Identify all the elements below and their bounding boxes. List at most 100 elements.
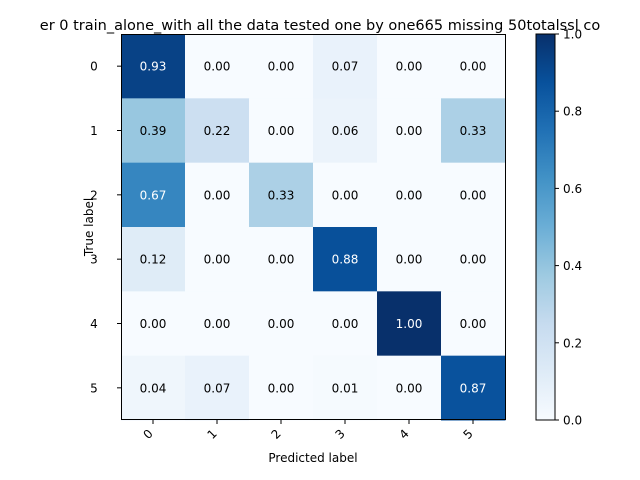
heatmap-cell	[313, 162, 378, 228]
cell-value-label: 0.00	[268, 124, 295, 138]
heatmap-cell	[121, 98, 186, 164]
cell-value-label: 0.00	[332, 317, 359, 331]
heatmap-cell	[185, 162, 250, 228]
cell-value-label: 0.00	[396, 381, 423, 395]
heatmap-cell	[121, 291, 186, 357]
x-tick-label: 2	[269, 427, 284, 442]
heatmap-cell	[185, 34, 250, 99]
y-tick-label: 5	[90, 381, 98, 395]
heatmap-cell	[249, 227, 314, 292]
y-tick-label: 2	[90, 188, 98, 202]
heatmap-cell	[441, 355, 506, 421]
heatmap-cell	[249, 355, 314, 421]
colorbar	[535, 33, 556, 421]
heatmap-cell	[377, 291, 442, 357]
heatmap-cell	[313, 291, 378, 357]
cell-value-label: 0.22	[204, 124, 231, 138]
cell-value-label: 0.00	[204, 60, 231, 74]
heatmap-cell	[121, 227, 186, 292]
heatmap-cell	[121, 162, 186, 228]
x-tick-label: 5	[461, 427, 476, 442]
cell-value-label: 0.00	[396, 188, 423, 202]
heatmap-cell	[121, 34, 186, 99]
heatmap-cell	[377, 34, 442, 99]
cell-value-label: 0.00	[204, 188, 231, 202]
cell-value-label: 0.33	[460, 124, 487, 138]
y-tick-label: 3	[90, 253, 98, 267]
cell-value-label: 1.00	[396, 317, 423, 331]
heatmap-cell	[441, 162, 506, 228]
y-axis-ticks: 0 1 2 3 4 5	[90, 60, 121, 395]
heatmap-cell	[121, 355, 186, 421]
heatmap-cell	[441, 227, 506, 292]
cell-value-label: 0.00	[396, 124, 423, 138]
cell-value-label: 0.04	[140, 381, 167, 395]
heatmap-cell	[249, 98, 314, 164]
cell-value-label: 0.87	[460, 381, 487, 395]
heatmap-cell	[313, 227, 378, 292]
y-tick-label: 4	[90, 317, 98, 331]
colorbar-tick-label: 0.2	[563, 336, 582, 350]
colorbar-tick-label: 0.0	[563, 414, 582, 428]
heatmap-cell	[441, 291, 506, 357]
cell-value-label: 0.00	[204, 253, 231, 267]
heatmap-cell	[377, 355, 442, 421]
cell-value-label: 0.06	[332, 124, 359, 138]
cell-value-label: 0.67	[140, 188, 167, 202]
x-tick-label: 0	[141, 427, 156, 442]
colorbar-ticks: 0.0 0.2 0.4 0.6 0.8 1.0	[555, 28, 582, 428]
plot-frame	[121, 34, 506, 420]
heatmap-cell	[185, 227, 250, 292]
heatmap-cell	[377, 98, 442, 164]
cell-value-label: 0.00	[396, 60, 423, 74]
heatmap-cell	[377, 162, 442, 228]
heatmap-cell	[185, 291, 250, 357]
y-axis-label: True label	[82, 198, 96, 257]
cell-value-label: 0.00	[460, 60, 487, 74]
heatmap-cell	[185, 355, 250, 421]
cell-value-label: 0.00	[460, 317, 487, 331]
chart-title: er 0 train_alone_with all the data teste…	[40, 18, 601, 34]
heatmap-cell	[249, 34, 314, 99]
cell-value-label: 0.00	[140, 317, 167, 331]
heatmap-cell	[313, 98, 378, 164]
cell-value-label: 0.00	[268, 60, 295, 74]
cell-value-label: 0.00	[396, 253, 423, 267]
cell-value-label: 0.00	[268, 317, 295, 331]
heatmap-cell	[185, 98, 250, 164]
cell-value-label: 0.39	[140, 124, 167, 138]
heatmap-cell	[377, 227, 442, 292]
heatmap-cells	[121, 34, 506, 421]
x-tick-label: 4	[397, 427, 412, 442]
x-tick-label: 3	[333, 427, 348, 442]
y-tick-label: 0	[90, 60, 98, 74]
x-tick-label: 1	[205, 427, 220, 442]
heatmap-cell	[313, 355, 378, 421]
y-tick-label: 1	[90, 124, 98, 138]
heatmap-cell	[249, 162, 314, 228]
heatmap-cell	[441, 34, 506, 99]
cell-value-label: 0.00	[268, 253, 295, 267]
x-axis-ticks: 0 1 2 3 4 5	[141, 420, 476, 442]
colorbar-tick-label: 0.6	[563, 182, 582, 196]
cell-value-label: 0.00	[460, 188, 487, 202]
heatmap-cell	[249, 291, 314, 357]
cell-value-label: 0.07	[204, 381, 231, 395]
cell-value-label: 0.00	[332, 188, 359, 202]
heatmap-value-labels: 0.93 0.00 0.00 0.07 0.00 0.00 0.39 0.22 0.00 0.06…	[140, 60, 487, 396]
x-axis-label: Predicted label	[268, 451, 357, 465]
cell-value-label: 0.93	[140, 60, 167, 74]
colorbar-tick-label: 1.0	[563, 28, 582, 42]
colorbar-tick-label: 0.4	[563, 259, 582, 273]
cell-value-label: 0.07	[332, 60, 359, 74]
colorbar-tick-label: 0.8	[563, 105, 582, 119]
cell-value-label: 0.88	[332, 253, 359, 267]
heatmap-cell	[441, 98, 506, 164]
cell-value-label: 0.33	[268, 188, 295, 202]
cell-value-label: 0.00	[204, 317, 231, 331]
heatmap-cell	[313, 34, 378, 99]
cell-value-label: 0.12	[140, 253, 167, 267]
cell-value-label: 0.00	[460, 253, 487, 267]
cell-value-label: 0.00	[268, 381, 295, 395]
